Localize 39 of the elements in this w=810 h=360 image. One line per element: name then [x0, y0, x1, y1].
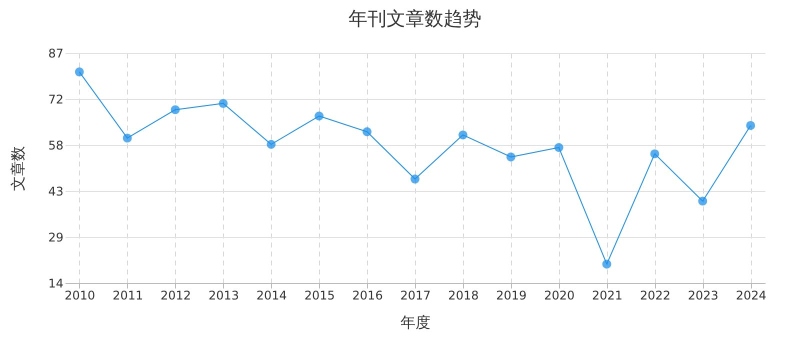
chart-title: 年刊文章数趋势: [348, 8, 482, 30]
y-tick-label: 87: [48, 46, 64, 60]
point: [410, 174, 420, 184]
point: [602, 260, 612, 269]
y-tick-label: 29: [48, 230, 64, 244]
x-tick-label: 2017: [400, 288, 431, 302]
x-tick-label: 2020: [544, 288, 575, 302]
y-axis-title: 文章数: [9, 146, 28, 191]
y-tick-label: 72: [48, 92, 64, 106]
x-tick-label: 2012: [160, 288, 192, 302]
y-tick-label: 43: [48, 184, 64, 198]
x-tick-label: 2021: [592, 288, 623, 302]
point: [74, 67, 84, 76]
point: [266, 140, 276, 149]
x-tick-label: 2010: [64, 288, 96, 302]
x-tick-label: 2013: [208, 288, 239, 302]
x-tick-label: 2022: [640, 288, 670, 302]
x-tick-label: 2011: [112, 288, 144, 302]
x-tick-label: 2014: [256, 288, 287, 302]
point: [314, 112, 324, 120]
point: [650, 149, 660, 158]
x-axis-title: 年度: [400, 314, 430, 332]
x-tick-label: 2024: [736, 288, 766, 302]
y-tick-label: 14: [48, 276, 64, 290]
point: [554, 143, 564, 152]
point: [698, 196, 708, 206]
point: [458, 130, 468, 140]
x-tick-label: 2018: [448, 288, 479, 302]
y-tick-label: 58: [48, 138, 64, 152]
point: [218, 98, 228, 108]
point: [170, 105, 180, 114]
x-tick-label: 2023: [688, 288, 718, 302]
point: [746, 121, 756, 130]
x-tick-label: 2016: [352, 288, 383, 302]
x-tick-label: 2015: [304, 288, 335, 302]
point: [362, 127, 372, 136]
x-tick-label: 2019: [496, 288, 527, 302]
point: [122, 134, 132, 143]
point: [506, 152, 516, 162]
